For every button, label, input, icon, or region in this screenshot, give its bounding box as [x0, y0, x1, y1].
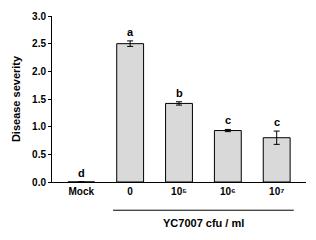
svg-text:d: d: [78, 167, 85, 179]
svg-text:1.5: 1.5: [32, 94, 46, 105]
svg-text:10⁷: 10⁷: [269, 186, 284, 197]
svg-text:YC7007 cfu / ml: YC7007 cfu / ml: [163, 217, 244, 229]
svg-text:0.5: 0.5: [32, 149, 46, 160]
svg-text:10⁵: 10⁵: [171, 186, 187, 197]
svg-text:Disease severity: Disease severity: [10, 55, 22, 142]
svg-text:10⁶: 10⁶: [220, 186, 236, 197]
svg-text:b: b: [176, 87, 183, 99]
svg-text:0.0: 0.0: [32, 177, 46, 188]
svg-text:2.5: 2.5: [32, 38, 46, 49]
svg-text:2.0: 2.0: [32, 66, 46, 77]
svg-text:Mock: Mock: [69, 186, 95, 197]
svg-text:c: c: [274, 116, 280, 128]
svg-text:c: c: [225, 114, 231, 126]
svg-text:a: a: [127, 26, 134, 38]
svg-text:0: 0: [127, 186, 133, 197]
svg-text:3.0: 3.0: [32, 11, 46, 22]
svg-text:1.0: 1.0: [32, 121, 46, 132]
